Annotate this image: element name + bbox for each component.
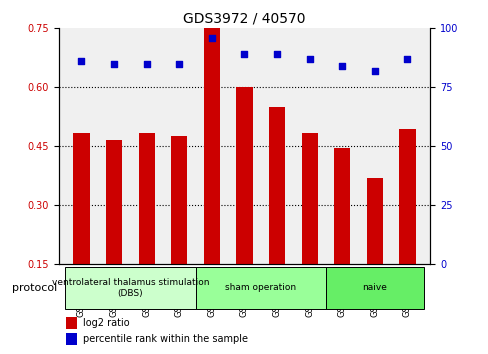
Bar (66, 333, 77, 345)
Point (78, 58, 85, 64)
Bar (138, 132, 155, 264)
Text: protocol: protocol (12, 283, 57, 293)
Bar (203, 18, 220, 264)
Point (207, 35, 215, 41)
Bar (73, 132, 89, 264)
Bar (106, 141, 122, 264)
Text: sham operation: sham operation (225, 284, 296, 292)
Point (142, 61, 150, 67)
Point (273, 51, 281, 57)
Bar (195, 267, 325, 309)
Text: log2 ratio: log2 ratio (82, 318, 129, 328)
Bar (236, 87, 252, 264)
Bar (268, 107, 285, 264)
Bar (171, 137, 187, 264)
Point (175, 61, 183, 67)
Point (110, 61, 118, 67)
Bar (66, 317, 77, 329)
Point (305, 56, 313, 62)
Text: ventrolateral thalamus stimulation
(DBS): ventrolateral thalamus stimulation (DBS) (52, 278, 209, 298)
Title: GDS3972 / 40570: GDS3972 / 40570 (183, 12, 305, 26)
Point (240, 51, 248, 57)
Bar (301, 132, 317, 264)
Text: naive: naive (362, 284, 386, 292)
Point (338, 63, 346, 69)
Text: percentile rank within the sample: percentile rank within the sample (82, 334, 247, 344)
Bar (333, 148, 350, 264)
Point (370, 68, 378, 74)
Bar (399, 129, 415, 264)
Point (403, 56, 410, 62)
Bar (65, 267, 195, 309)
Bar (325, 267, 423, 309)
Bar (366, 178, 382, 264)
